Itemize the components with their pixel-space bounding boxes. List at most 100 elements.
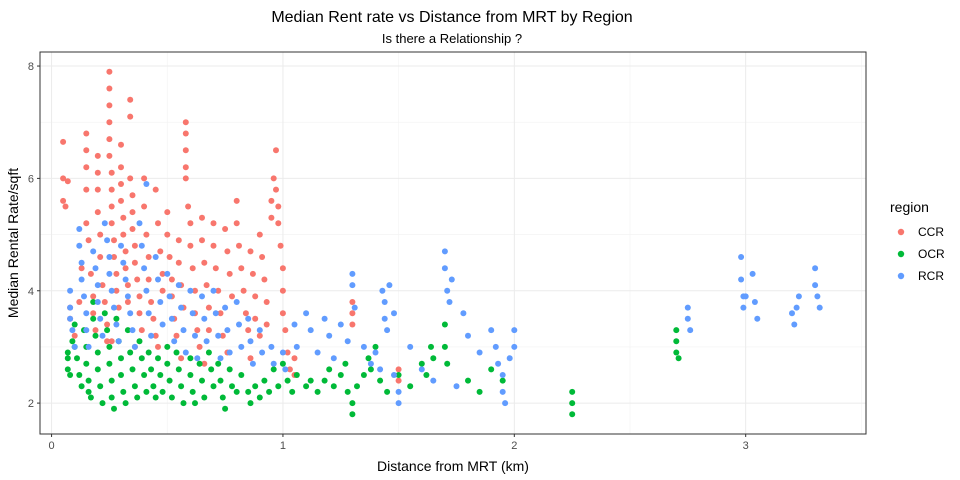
- chart-title: Median Rent rate vs Distance from MRT by…: [271, 9, 632, 26]
- data-point: [569, 388, 576, 395]
- data-point: [268, 197, 275, 204]
- data-point: [143, 231, 150, 238]
- data-point: [222, 226, 229, 232]
- data-point: [108, 287, 115, 294]
- data-point: [136, 338, 143, 345]
- data-point: [92, 327, 99, 334]
- data-point: [210, 383, 217, 390]
- data-point: [141, 265, 148, 272]
- data-point: [293, 372, 300, 378]
- data-point: [145, 276, 152, 283]
- data-point: [430, 355, 437, 362]
- data-point: [90, 293, 97, 300]
- data-point: [395, 388, 402, 395]
- data-point: [175, 366, 182, 373]
- data-point: [101, 299, 108, 305]
- data-point: [113, 270, 120, 277]
- data-point: [307, 327, 314, 334]
- data-point: [569, 411, 576, 418]
- data-point: [189, 310, 196, 317]
- data-point: [159, 270, 166, 277]
- data-point: [129, 226, 136, 232]
- data-point: [122, 276, 129, 283]
- data-point: [97, 254, 104, 260]
- data-point: [377, 366, 384, 373]
- data-point: [76, 372, 83, 378]
- data-point: [201, 360, 208, 367]
- data-point: [814, 293, 821, 300]
- data-point: [157, 372, 164, 378]
- data-point: [233, 197, 240, 204]
- data-point: [337, 372, 344, 378]
- data-point: [187, 287, 194, 294]
- data-point: [465, 377, 471, 384]
- data-point: [115, 338, 122, 345]
- major-gridlines: [40, 52, 866, 434]
- data-point: [145, 310, 152, 317]
- data-point: [249, 270, 256, 277]
- data-point: [94, 152, 101, 159]
- data-point: [273, 186, 279, 193]
- data-point: [180, 327, 187, 334]
- data-point: [256, 394, 263, 401]
- data-point: [138, 242, 145, 249]
- data-point: [229, 293, 235, 300]
- data-point: [349, 321, 356, 328]
- data-point: [284, 349, 291, 356]
- data-point: [444, 360, 451, 367]
- series-ccr: [60, 68, 402, 384]
- data-point: [465, 332, 471, 339]
- data-point: [87, 270, 94, 277]
- data-point: [212, 310, 219, 317]
- data-point: [259, 254, 266, 260]
- data-point: [418, 360, 425, 367]
- data-point: [344, 338, 351, 345]
- data-point: [71, 343, 78, 350]
- data-point: [259, 349, 266, 356]
- data-point: [159, 321, 166, 328]
- data-point: [173, 332, 180, 339]
- data-point: [106, 68, 113, 75]
- data-point: [291, 355, 298, 362]
- data-point: [187, 220, 194, 227]
- data-point: [111, 254, 117, 260]
- data-point: [76, 242, 83, 249]
- data-point: [511, 343, 518, 350]
- data-point: [367, 360, 374, 367]
- data-point: [94, 169, 101, 176]
- data-point: [236, 321, 242, 328]
- data-point: [238, 343, 245, 350]
- chart-subtitle: Is there a Relationship ?: [382, 31, 522, 46]
- data-point: [78, 265, 85, 272]
- data-point: [111, 405, 117, 412]
- data-point: [569, 400, 576, 407]
- data-point: [226, 366, 233, 373]
- data-point: [78, 259, 85, 266]
- data-point: [64, 178, 71, 185]
- data-point: [131, 383, 138, 390]
- data-point: [217, 377, 224, 384]
- data-point: [85, 377, 92, 384]
- data-point: [106, 119, 113, 126]
- data-point: [124, 327, 131, 334]
- data-point: [175, 237, 182, 244]
- data-point: [136, 220, 143, 227]
- data-point: [199, 377, 205, 384]
- data-point: [488, 366, 495, 373]
- data-point: [360, 343, 367, 350]
- data-point: [386, 282, 393, 289]
- data-point: [203, 338, 210, 345]
- data-point: [131, 259, 138, 266]
- data-point: [143, 388, 150, 395]
- data-point: [164, 343, 171, 350]
- data-point: [131, 343, 138, 350]
- data-point: [245, 388, 252, 395]
- data-point: [210, 287, 217, 294]
- data-point: [314, 349, 321, 356]
- data-point: [67, 315, 74, 322]
- data-point: [85, 343, 92, 350]
- data-point: [129, 366, 136, 373]
- x-tick-label: 2: [511, 440, 517, 452]
- data-point: [738, 276, 745, 283]
- data-points: [60, 68, 823, 418]
